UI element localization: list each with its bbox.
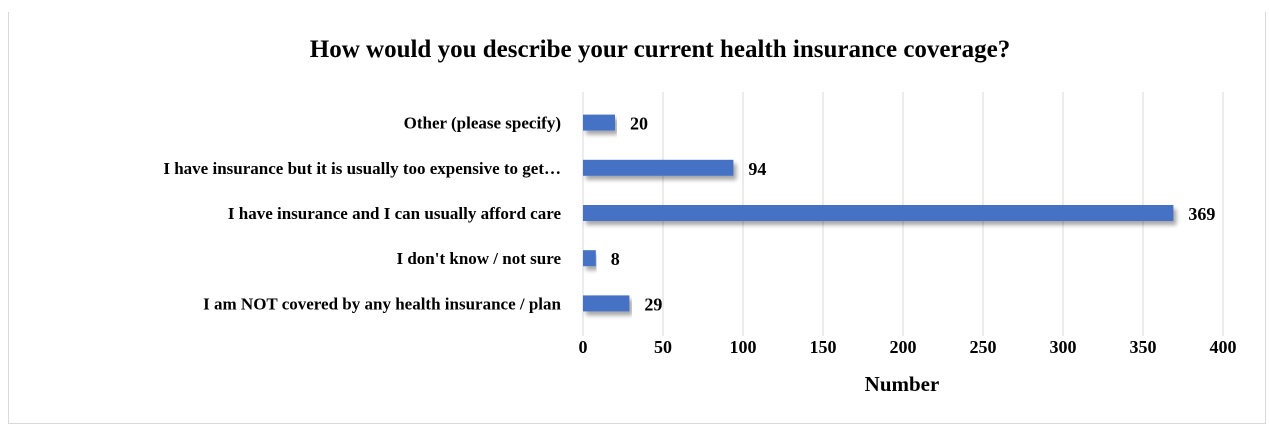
data-label: 369	[1188, 204, 1215, 224]
bar	[583, 114, 615, 131]
bar	[583, 250, 596, 267]
x-tick-label: 300	[1050, 337, 1077, 357]
x-tick-label: 150	[810, 337, 837, 357]
x-tick-label: 100	[730, 337, 757, 357]
data-label: 94	[748, 159, 766, 179]
x-tick-label: 0	[579, 337, 588, 357]
x-tick-label: 400	[1210, 337, 1237, 357]
category-label: I am NOT covered by any health insurance…	[203, 294, 561, 313]
x-tick-label: 350	[1130, 337, 1157, 357]
chart-frame	[8, 12, 1266, 424]
data-label: 8	[611, 249, 620, 269]
category-label: I have insurance but it is usually too e…	[163, 159, 561, 178]
bar	[583, 159, 734, 176]
data-labels: 20 94 369 8 29	[611, 114, 1216, 315]
category-label: I have insurance and I can usually affor…	[228, 204, 562, 223]
x-tick-label: 250	[970, 337, 997, 357]
bars	[583, 114, 1174, 312]
category-labels: Other (please specify) I have insurance b…	[163, 114, 561, 314]
x-tick-label: 200	[890, 337, 917, 357]
x-tick-labels: 0 50 100 150 200 250 300 350 400	[579, 337, 1237, 357]
x-axis-title: Number	[865, 372, 940, 396]
data-label: 29	[644, 294, 662, 314]
chart-title: How would you describe your current heal…	[310, 36, 1010, 63]
category-label: I don't know / not sure	[396, 249, 561, 268]
bar	[583, 295, 630, 312]
bar	[583, 205, 1174, 221]
x-tick-label: 50	[654, 337, 672, 357]
data-label: 20	[630, 114, 648, 134]
category-label: Other (please specify)	[404, 114, 561, 133]
